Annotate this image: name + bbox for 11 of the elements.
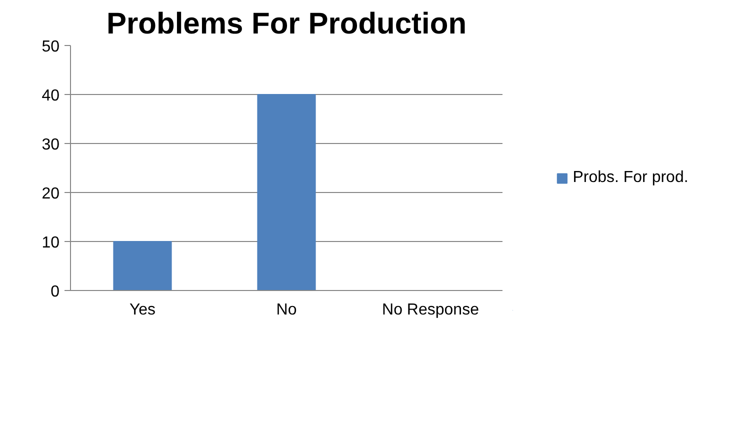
y-tick-label: 50 xyxy=(42,38,60,56)
x-tick-label: Yes xyxy=(129,302,156,318)
y-tick-label: 40 xyxy=(42,88,60,104)
x-tick-label: No xyxy=(276,302,297,318)
y-tick-label: 30 xyxy=(42,136,60,154)
chart-title: Problems For Production xyxy=(106,8,467,40)
x-tick-label: No Response xyxy=(382,302,480,318)
y-tick-label: 0 xyxy=(50,284,60,300)
legend-label: Probs. For prod. xyxy=(572,168,688,186)
y-tick-label: 10 xyxy=(42,234,60,252)
y-tick-label: 20 xyxy=(42,186,60,202)
